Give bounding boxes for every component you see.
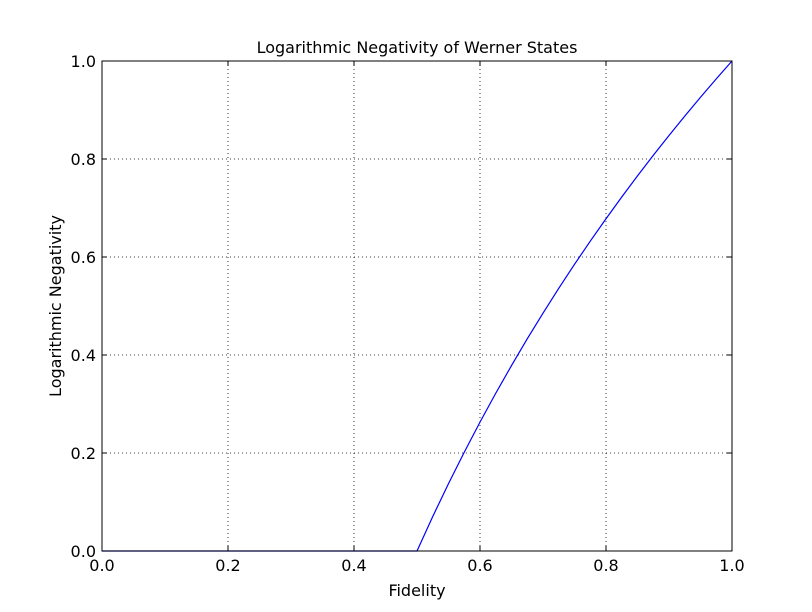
x-axis-label: Fidelity — [388, 581, 445, 600]
plot-frame — [101, 60, 733, 552]
y-tick-label: 0.4 — [71, 346, 96, 365]
x-tick-label: 0.2 — [215, 556, 240, 575]
y-tick-label: 0.8 — [71, 150, 96, 169]
x-tick-label: 1.0 — [719, 556, 744, 575]
y-tick-label: 1.0 — [71, 52, 96, 71]
x-tick-label: 0.8 — [593, 556, 618, 575]
y-axis-label: Logarithmic Negativity — [46, 215, 65, 397]
y-tick-label: 0.2 — [71, 444, 96, 463]
x-tick-label: 0.6 — [467, 556, 492, 575]
x-tick-label: 0.0 — [89, 556, 114, 575]
tick-labels: 0.0 0.2 0.4 0.6 0.8 1.0 0.0 0.2 0.4 0.6 0.8 1.0 — [71, 52, 745, 575]
chart-title: Logarithmic Negativity of Werner States — [257, 38, 578, 57]
plot-background — [102, 61, 732, 551]
series-line — [102, 60, 733, 552]
y-tick-label: 0.0 — [71, 542, 96, 561]
series-layer — [102, 60, 733, 552]
x-tick-label: 0.4 — [341, 556, 366, 575]
y-tick-label: 0.6 — [71, 248, 96, 267]
